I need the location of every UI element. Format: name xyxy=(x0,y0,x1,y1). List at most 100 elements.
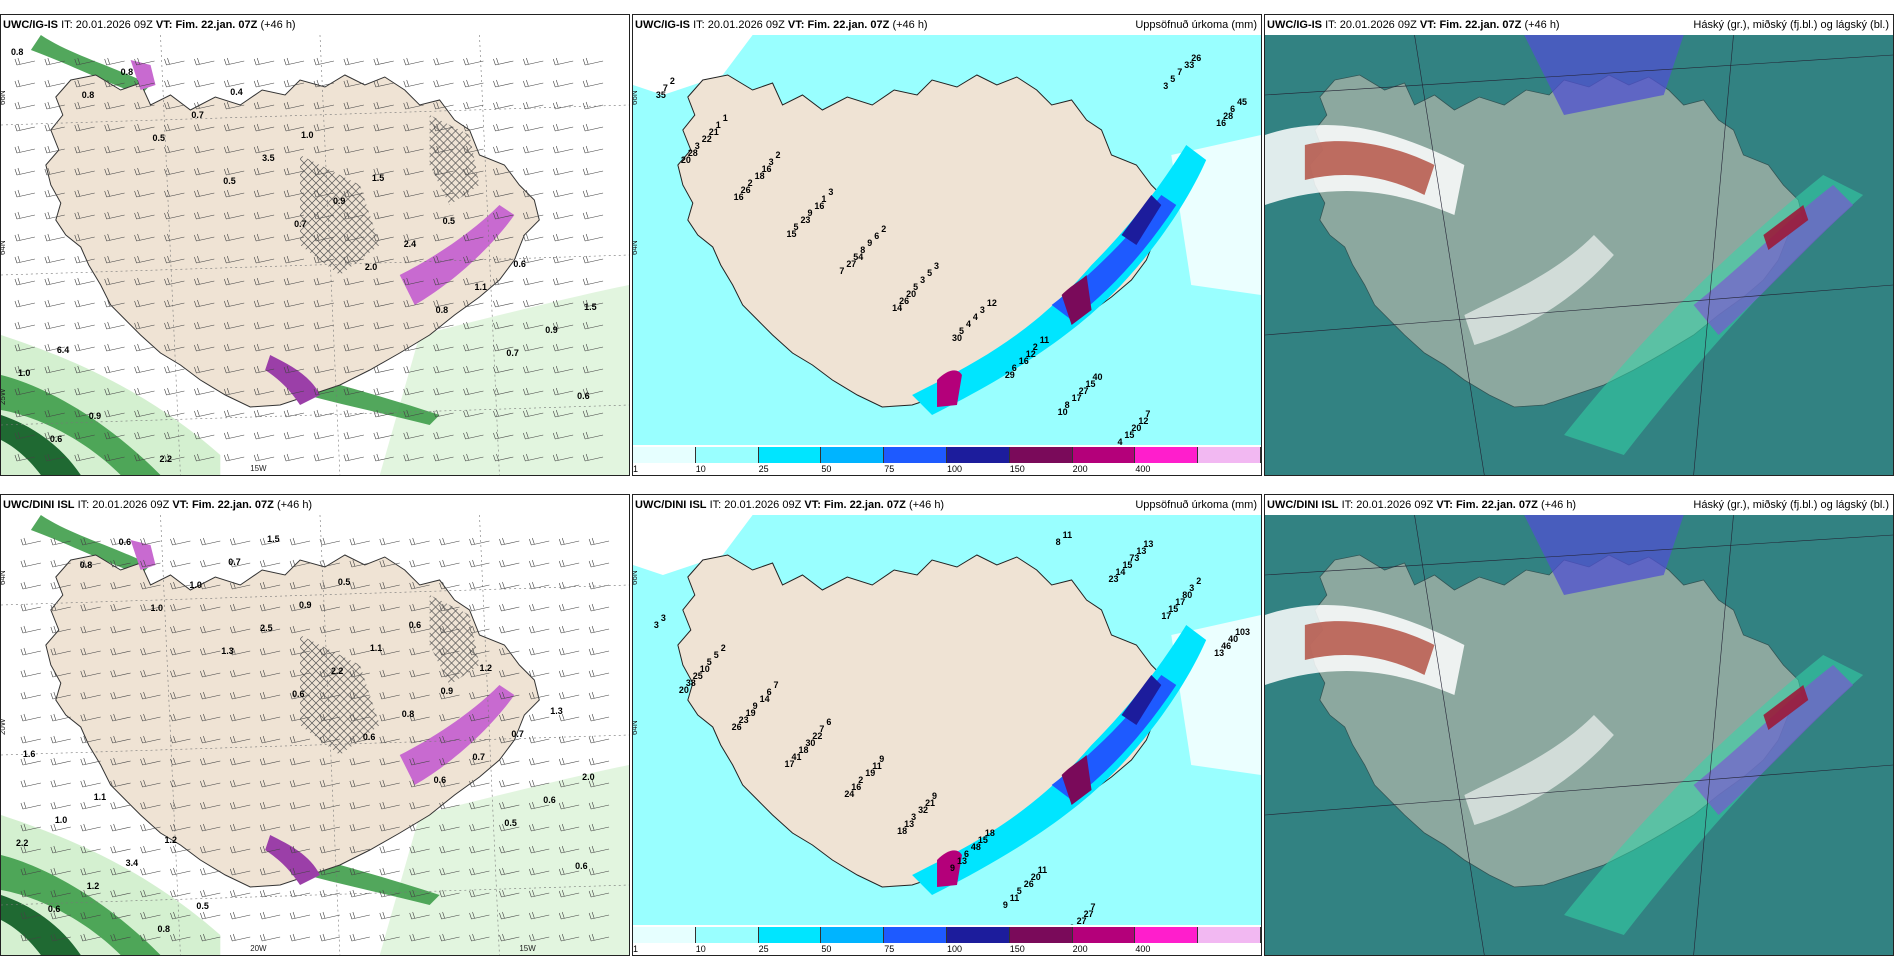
latitude-label: 66N xyxy=(1,90,7,105)
value-label: 3 xyxy=(769,157,774,167)
value-label: 1.0 xyxy=(151,603,163,613)
wind-barb xyxy=(313,101,335,110)
wind-barb xyxy=(319,647,340,656)
value-label: 9 xyxy=(950,863,955,873)
wind-barb xyxy=(588,581,610,590)
wind-barb xyxy=(379,823,400,832)
wind-barb xyxy=(50,537,71,546)
wind-barb xyxy=(80,889,101,898)
wind-barb xyxy=(289,691,311,700)
wind-barb xyxy=(140,669,161,678)
wind-barb xyxy=(403,79,424,88)
value-label: 8 xyxy=(1056,537,1061,547)
value-label: 6.4 xyxy=(57,345,69,355)
wind-barb xyxy=(170,933,191,942)
wind-barb xyxy=(104,299,125,308)
wind-barb xyxy=(194,57,215,66)
model-name: UWC/DINI ISL xyxy=(635,499,707,511)
longitude-line xyxy=(479,515,500,955)
value-label: 26 xyxy=(732,722,742,732)
colorbar-label: 400 xyxy=(1135,464,1151,474)
wind-barb xyxy=(14,79,35,88)
value-label: 24 xyxy=(844,789,854,799)
map-canvas xyxy=(1265,35,1893,475)
wind-barb xyxy=(224,101,245,110)
value-label: 0.5 xyxy=(153,133,165,143)
wind-barb xyxy=(499,647,520,656)
value-label: 0.7 xyxy=(511,729,523,739)
wind-barb xyxy=(469,713,490,722)
wind-barb xyxy=(463,299,484,308)
wind-barb xyxy=(200,911,221,920)
wind-barb xyxy=(283,79,305,88)
wind-barb xyxy=(373,299,394,308)
precip-colorbar: 1 10 25 50 75 100 150 200 400 xyxy=(633,925,1261,955)
wind-barb xyxy=(558,933,580,942)
wind-barb xyxy=(170,889,191,898)
value-label: 5 xyxy=(1017,886,1022,896)
colorbar-swatch xyxy=(947,447,1010,463)
wind-barb xyxy=(134,387,155,396)
wind-barb xyxy=(200,889,221,898)
wind-barb xyxy=(140,559,161,568)
wind-barb xyxy=(552,123,574,132)
value-label: 0.7 xyxy=(191,110,203,120)
wind-barb xyxy=(20,889,41,898)
wind-barb xyxy=(523,167,544,176)
value-label: 6 xyxy=(826,717,831,727)
value-label: 3 xyxy=(695,141,700,151)
wind-barb xyxy=(373,277,394,286)
value-label: 40 xyxy=(1093,372,1103,382)
wind-barb xyxy=(313,343,335,352)
wind-barb xyxy=(104,277,125,286)
wind-barb xyxy=(582,57,604,66)
value-label: 1 xyxy=(723,113,728,123)
value-label: 17 xyxy=(1175,597,1185,607)
wind-barb xyxy=(229,691,251,700)
wind-barb xyxy=(493,189,514,198)
wind-barb xyxy=(343,101,364,110)
wind-barb xyxy=(349,823,370,832)
value-label: 13 xyxy=(1214,648,1224,658)
wind-band xyxy=(379,765,629,955)
wind-barb xyxy=(289,889,311,898)
wind-barb xyxy=(140,911,161,920)
wind-barb xyxy=(110,559,131,568)
wind-barb xyxy=(74,233,95,242)
wind-barb xyxy=(224,255,245,264)
wind-barb xyxy=(588,779,610,788)
wind-barb xyxy=(529,801,550,810)
init-time: 20.01.2026 09Z xyxy=(1356,499,1434,511)
value-label: 1.2 xyxy=(164,835,176,845)
wind-barb xyxy=(50,625,71,634)
value-label: 18 xyxy=(798,745,808,755)
wind-barb xyxy=(349,603,370,612)
wind-barb xyxy=(80,823,101,832)
value-label: 32 xyxy=(918,805,928,815)
wind-barb xyxy=(259,537,281,546)
wind-barb xyxy=(229,537,251,546)
wind-barb xyxy=(319,537,340,546)
wind-barb xyxy=(523,431,544,440)
wind-barb xyxy=(20,845,41,854)
wind-barb xyxy=(164,277,185,286)
wind-barb xyxy=(433,145,454,154)
hatch-area xyxy=(300,155,380,275)
wind-barb xyxy=(140,713,161,722)
wind-barb xyxy=(229,757,251,766)
wind-barb xyxy=(80,757,101,766)
wind-barb xyxy=(74,211,95,220)
wind-barb xyxy=(433,101,454,110)
wind-barb xyxy=(253,211,275,220)
wind-barb xyxy=(403,343,424,352)
wind-barb xyxy=(582,343,604,352)
wind-barb xyxy=(200,603,221,612)
wind-barb xyxy=(403,321,424,330)
wind-barb xyxy=(14,167,35,176)
value-label: 14 xyxy=(1115,567,1125,577)
wind-barb xyxy=(433,277,454,286)
wind-barb xyxy=(409,823,430,832)
wind-barb xyxy=(134,321,155,330)
field-description: Háský (gr.), miðský (fj.bl.) og lágský (… xyxy=(1693,499,1889,511)
wind-barb xyxy=(469,757,490,766)
